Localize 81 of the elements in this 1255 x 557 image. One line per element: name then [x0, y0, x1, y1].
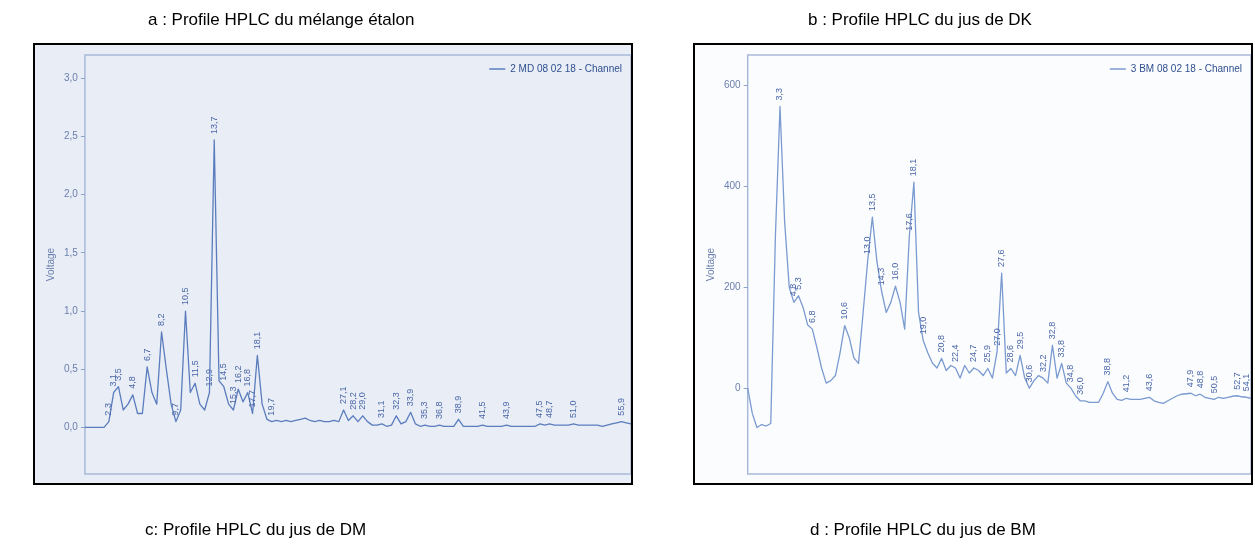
annotation: 14,5 [218, 363, 229, 381]
annotation: 32,2 [1037, 354, 1048, 373]
annotation: 38,9 [453, 395, 464, 414]
annotation: 51,0 [568, 400, 578, 418]
annotation: 2,3 [103, 403, 114, 416]
annotation: 48,8 [1194, 370, 1205, 389]
annotation: 41,5 [476, 401, 487, 420]
annotation: 22,4 [949, 344, 960, 362]
chart-title: a : Profile HPLC du mélange étalon [148, 10, 415, 30]
annotation: 8,2 [156, 313, 167, 327]
y-tick-label: 1,5 [64, 246, 79, 258]
annotation: 11,5 [189, 360, 200, 378]
annotation: 35,3 [419, 401, 430, 420]
y-axis-title: Voltage [44, 247, 56, 282]
annotation: 50,5 [1208, 375, 1219, 394]
annotation: 43,6 [1143, 373, 1154, 392]
annotation: 10,6 [839, 302, 850, 320]
annotation: 16,8 [242, 369, 253, 387]
annotation: 29,0 [357, 392, 368, 410]
annotation: 29,5 [1014, 331, 1025, 350]
annotation: 9,7 [170, 403, 181, 416]
text: c: Profile HPLC du jus de DM [145, 520, 367, 540]
annotation: 54,1 [1240, 373, 1251, 392]
annotation: 47,5 [534, 400, 545, 418]
annotation: 31,1 [376, 400, 387, 418]
annotation: 32,3 [390, 392, 401, 410]
annotation: 16,0 [889, 262, 900, 281]
annotation: 13,0 [862, 236, 873, 254]
annotation: 14,3 [876, 267, 887, 286]
y-axis-title: Voltage [704, 247, 716, 282]
annotation: 32,8 [1046, 321, 1057, 340]
annotation: 55,9 [615, 398, 626, 416]
y-tick-label: 1,0 [64, 304, 79, 316]
annotation: 33,9 [405, 388, 416, 407]
annotation: 18,1 [908, 158, 919, 177]
annotation: 36,0 [1074, 377, 1085, 395]
annotation: 10,5 [179, 287, 190, 306]
annotation: 52,7 [1231, 372, 1242, 390]
chart-title: b : Profile HPLC du jus de DK [808, 10, 1032, 30]
annotation: 30,6 [1023, 364, 1034, 383]
y-tick-label: 3,0 [64, 72, 79, 84]
annotation: 38,8 [1102, 358, 1113, 376]
annotation: 17,6 [903, 213, 914, 231]
y-tick-label: 2,5 [64, 130, 79, 142]
annotation: 27,1 [338, 386, 349, 404]
annotation: 43,9 [500, 401, 511, 420]
annotation: 36,8 [433, 401, 444, 420]
annotation: 6,7 [141, 348, 152, 361]
y-tick-label: 2,0 [64, 188, 79, 200]
annotation: 41,2 [1120, 374, 1131, 393]
annotation: 24,7 [968, 344, 979, 362]
annotation: 18,1 [251, 331, 262, 350]
annotation: 28,6 [1005, 344, 1016, 363]
annotation: 4,8 [127, 376, 138, 389]
annotation: 19,7 [266, 398, 277, 416]
y-tick-label: 0 [735, 381, 742, 393]
annotation: 16,2 [232, 365, 243, 384]
annotation: 6,8 [806, 310, 817, 324]
annotation: 47,9 [1185, 369, 1196, 388]
annotation: 27,0 [991, 328, 1002, 346]
y-tick-label: 0,5 [64, 363, 79, 374]
annotation: 13,5 [866, 193, 877, 212]
annotation: 48,7 [544, 400, 555, 418]
annotation: 33,8 [1056, 339, 1067, 358]
annotation: 15,3 [227, 386, 238, 404]
annotation: 28,2 [347, 392, 358, 410]
y-tick-label: 0,0 [64, 421, 79, 433]
annotation: 25,9 [982, 344, 993, 363]
y-tick-label: 600 [724, 79, 742, 91]
annotation: 27,6 [996, 249, 1007, 268]
legend-label: 3 BM 08 02 18 - Channel [1130, 62, 1243, 74]
y-tick-label: 400 [724, 180, 742, 191]
annotation: 19,0 [917, 316, 928, 335]
y-tick-label: 200 [724, 280, 742, 292]
annotation: 3,3 [774, 87, 785, 101]
text: d : Profile HPLC du jus de BM [810, 520, 1036, 540]
annotation: 12,9 [203, 369, 214, 387]
annotation: 34,8 [1065, 364, 1076, 383]
annotation: 20,8 [936, 334, 947, 353]
legend-label: 2 MD 08 02 18 - Channel [510, 62, 622, 74]
annotation: 13,7 [208, 116, 219, 134]
